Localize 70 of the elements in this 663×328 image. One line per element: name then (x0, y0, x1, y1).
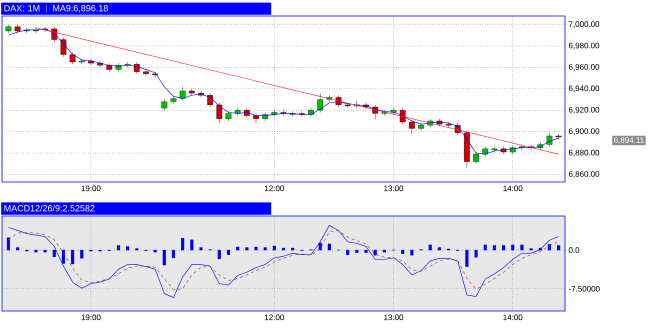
bar (16, 247, 20, 250)
bar (374, 250, 377, 256)
bar (190, 240, 194, 250)
bar (291, 248, 294, 250)
bar (236, 246, 240, 250)
candlestick (253, 113, 259, 124)
bar (438, 247, 441, 250)
bar (382, 250, 386, 252)
bar (401, 250, 404, 254)
candlestick (400, 108, 406, 124)
candlestick (33, 28, 39, 34)
bar (364, 250, 368, 253)
bar (44, 250, 47, 252)
bar (52, 250, 56, 257)
bar (474, 250, 478, 258)
bar (538, 248, 542, 250)
bar (282, 248, 286, 250)
bar (199, 247, 203, 250)
bar (548, 244, 551, 250)
candlestick (446, 122, 452, 128)
candlestick (143, 69, 149, 76)
candlestick (180, 86, 186, 101)
bar (254, 246, 258, 250)
bar (428, 244, 432, 250)
bar (502, 245, 506, 250)
bar (318, 242, 322, 250)
bar (484, 244, 487, 250)
candlestick (207, 92, 214, 108)
bar (6, 237, 10, 250)
candlestick (418, 122, 424, 131)
bar (511, 244, 514, 250)
candlestick (70, 52, 76, 64)
bar (218, 250, 221, 260)
bar (557, 245, 560, 250)
candlestick (60, 37, 66, 57)
line-series (8, 224, 559, 298)
candlestick (317, 92, 324, 113)
candlestick (216, 102, 222, 124)
bar (80, 250, 84, 259)
candlestick (161, 99, 168, 110)
bar (264, 247, 267, 250)
bar (162, 250, 166, 266)
bar (328, 244, 331, 250)
bar (520, 244, 524, 250)
bar (272, 246, 276, 250)
bar (410, 250, 414, 256)
candlestick (226, 111, 232, 122)
candlestick (473, 152, 479, 164)
bar (62, 250, 66, 264)
bar (492, 245, 496, 250)
chart-subtitle: MA9:6,896.18 (53, 5, 108, 12)
bar (116, 245, 120, 250)
bar (34, 250, 38, 252)
bar (245, 247, 248, 250)
candlestick (482, 146, 488, 156)
bar (226, 250, 230, 255)
candlestick (170, 96, 176, 104)
candlestick (390, 108, 396, 115)
bar (126, 246, 130, 250)
bar (181, 238, 184, 250)
bar (355, 250, 358, 253)
bar (71, 250, 74, 264)
bar (154, 250, 157, 252)
bar (465, 250, 468, 267)
candlestick (546, 132, 552, 147)
chart-title: DAX: 1M (4, 5, 40, 12)
bar (172, 250, 176, 258)
candlestick (408, 120, 415, 134)
bar (346, 250, 350, 255)
chart-title: MACD12/26/9:2.52582 (4, 204, 94, 212)
